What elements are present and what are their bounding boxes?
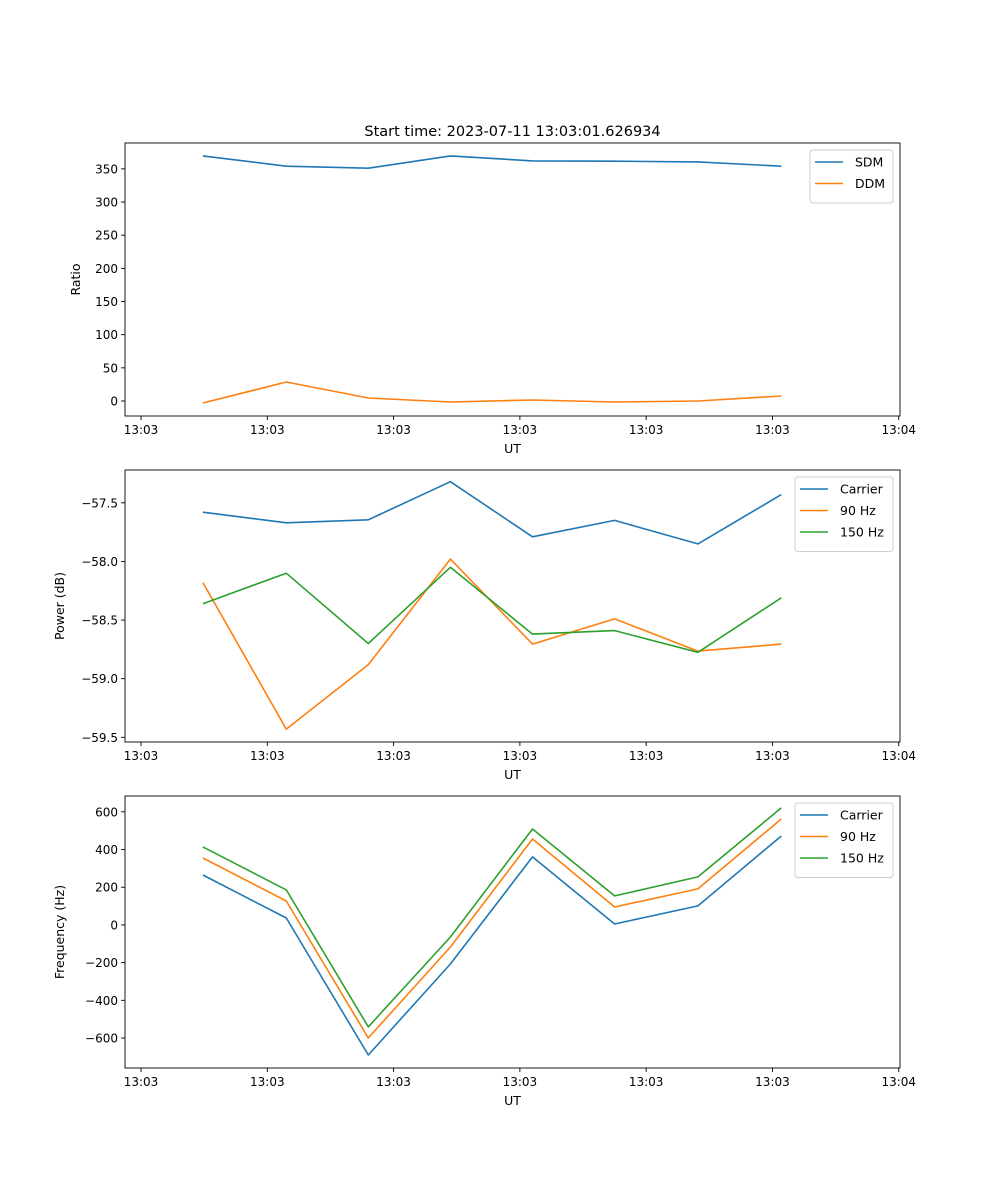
x-tick-label: 13:03	[755, 749, 790, 763]
legend-box	[809, 149, 894, 204]
y-tick-label: −200	[85, 956, 118, 970]
x-tick-label: 13:03	[503, 1075, 538, 1089]
series-line-150-hz	[202, 566, 782, 654]
x-tick-label: 13:03	[376, 749, 411, 763]
series-line-carrier	[202, 480, 782, 545]
chart-title: Start time: 2023-07-11 13:03:01.626934	[364, 124, 660, 140]
legend-label: Carrier	[840, 808, 884, 823]
y-tick-label: 250	[95, 229, 118, 243]
x-tick-label: 13:03	[376, 423, 411, 437]
x-axis-label: UT	[504, 1093, 521, 1108]
legend-label: Carrier	[840, 482, 884, 497]
subplot-1: Start time: 2023-07-11 13:03:01.626934 13…	[68, 124, 916, 456]
axes-frame	[124, 142, 901, 417]
x-axis-label: UT	[504, 767, 521, 782]
legend: Carrier 90 Hz 150 Hz	[794, 802, 894, 878]
subplot-2: 13:03 13:03 13:03 13:03 13:03 13:03 13:04 −59.5…	[52, 469, 916, 782]
x-tick-label: 13:03	[124, 1075, 159, 1089]
y-tick-label: 200	[95, 262, 118, 276]
y-tick-label: 600	[95, 805, 118, 819]
series-line-sdm	[202, 155, 782, 169]
y-tick-label: −600	[85, 1032, 118, 1046]
legend-box	[794, 802, 894, 878]
y-tick-label: −58.5	[81, 614, 118, 628]
y-tick-label: −58.0	[81, 555, 118, 569]
x-tick-label: 13:03	[250, 1075, 285, 1089]
series-line-carrier	[202, 835, 782, 1056]
y-axis-label: Power (dB)	[52, 572, 67, 640]
y-tick-label: 150	[95, 295, 118, 309]
x-tick-label: 13:03	[629, 423, 664, 437]
legend-label: 150 Hz	[840, 525, 884, 540]
legend-label: DDM	[855, 176, 885, 191]
y-tick-label: 0	[110, 918, 118, 932]
x-tick-label: 13:04	[881, 1075, 916, 1089]
y-tick-label: 0	[110, 395, 118, 409]
legend: SDM DDM	[809, 149, 894, 204]
series-line-90-hz	[202, 558, 782, 730]
y-tick-label: 50	[103, 361, 118, 375]
series-line-90-hz	[202, 818, 782, 1039]
subplot-3: 13:03 13:03 13:03 13:03 13:03 13:03 13:04 −600 −…	[52, 795, 916, 1108]
legend-label: 90 Hz	[840, 503, 876, 518]
y-axis-label: Frequency (Hz)	[52, 885, 67, 979]
y-tick-label: −59.5	[81, 731, 118, 745]
x-tick-label: 13:03	[629, 749, 664, 763]
y-tick-label: 100	[95, 328, 118, 342]
x-tick-label: 13:04	[881, 749, 916, 763]
x-tick-label: 13:03	[250, 423, 285, 437]
x-axis-label: UT	[504, 441, 521, 456]
series-line-150-hz	[202, 807, 782, 1028]
y-tick-label: 400	[95, 843, 118, 857]
x-tick-label: 13:03	[124, 423, 159, 437]
legend-box	[794, 476, 894, 552]
legend-label: 150 Hz	[840, 851, 884, 866]
legend-label: 90 Hz	[840, 829, 876, 844]
x-tick-label: 13:04	[881, 423, 916, 437]
x-tick-label: 13:03	[124, 749, 159, 763]
x-tick-label: 13:03	[755, 1075, 790, 1089]
legend: Carrier 90 Hz 150 Hz	[794, 476, 894, 552]
series-line-ddm	[202, 381, 782, 404]
y-tick-label: −57.5	[81, 496, 118, 510]
y-tick-label: −400	[85, 994, 118, 1008]
axes-frame	[124, 469, 901, 743]
x-tick-label: 13:03	[376, 1075, 411, 1089]
y-tick-label: 350	[95, 162, 118, 176]
y-axis-label: Ratio	[68, 263, 83, 295]
x-tick-label: 13:03	[250, 749, 285, 763]
x-tick-label: 13:03	[755, 423, 790, 437]
x-tick-label: 13:03	[503, 423, 538, 437]
x-tick-label: 13:03	[629, 1075, 664, 1089]
legend-label: SDM	[855, 155, 883, 170]
y-tick-label: 200	[95, 881, 118, 895]
axes-frame	[124, 795, 901, 1069]
y-tick-label: −59.0	[81, 672, 118, 686]
y-tick-label: 300	[95, 196, 118, 210]
x-tick-label: 13:03	[503, 749, 538, 763]
